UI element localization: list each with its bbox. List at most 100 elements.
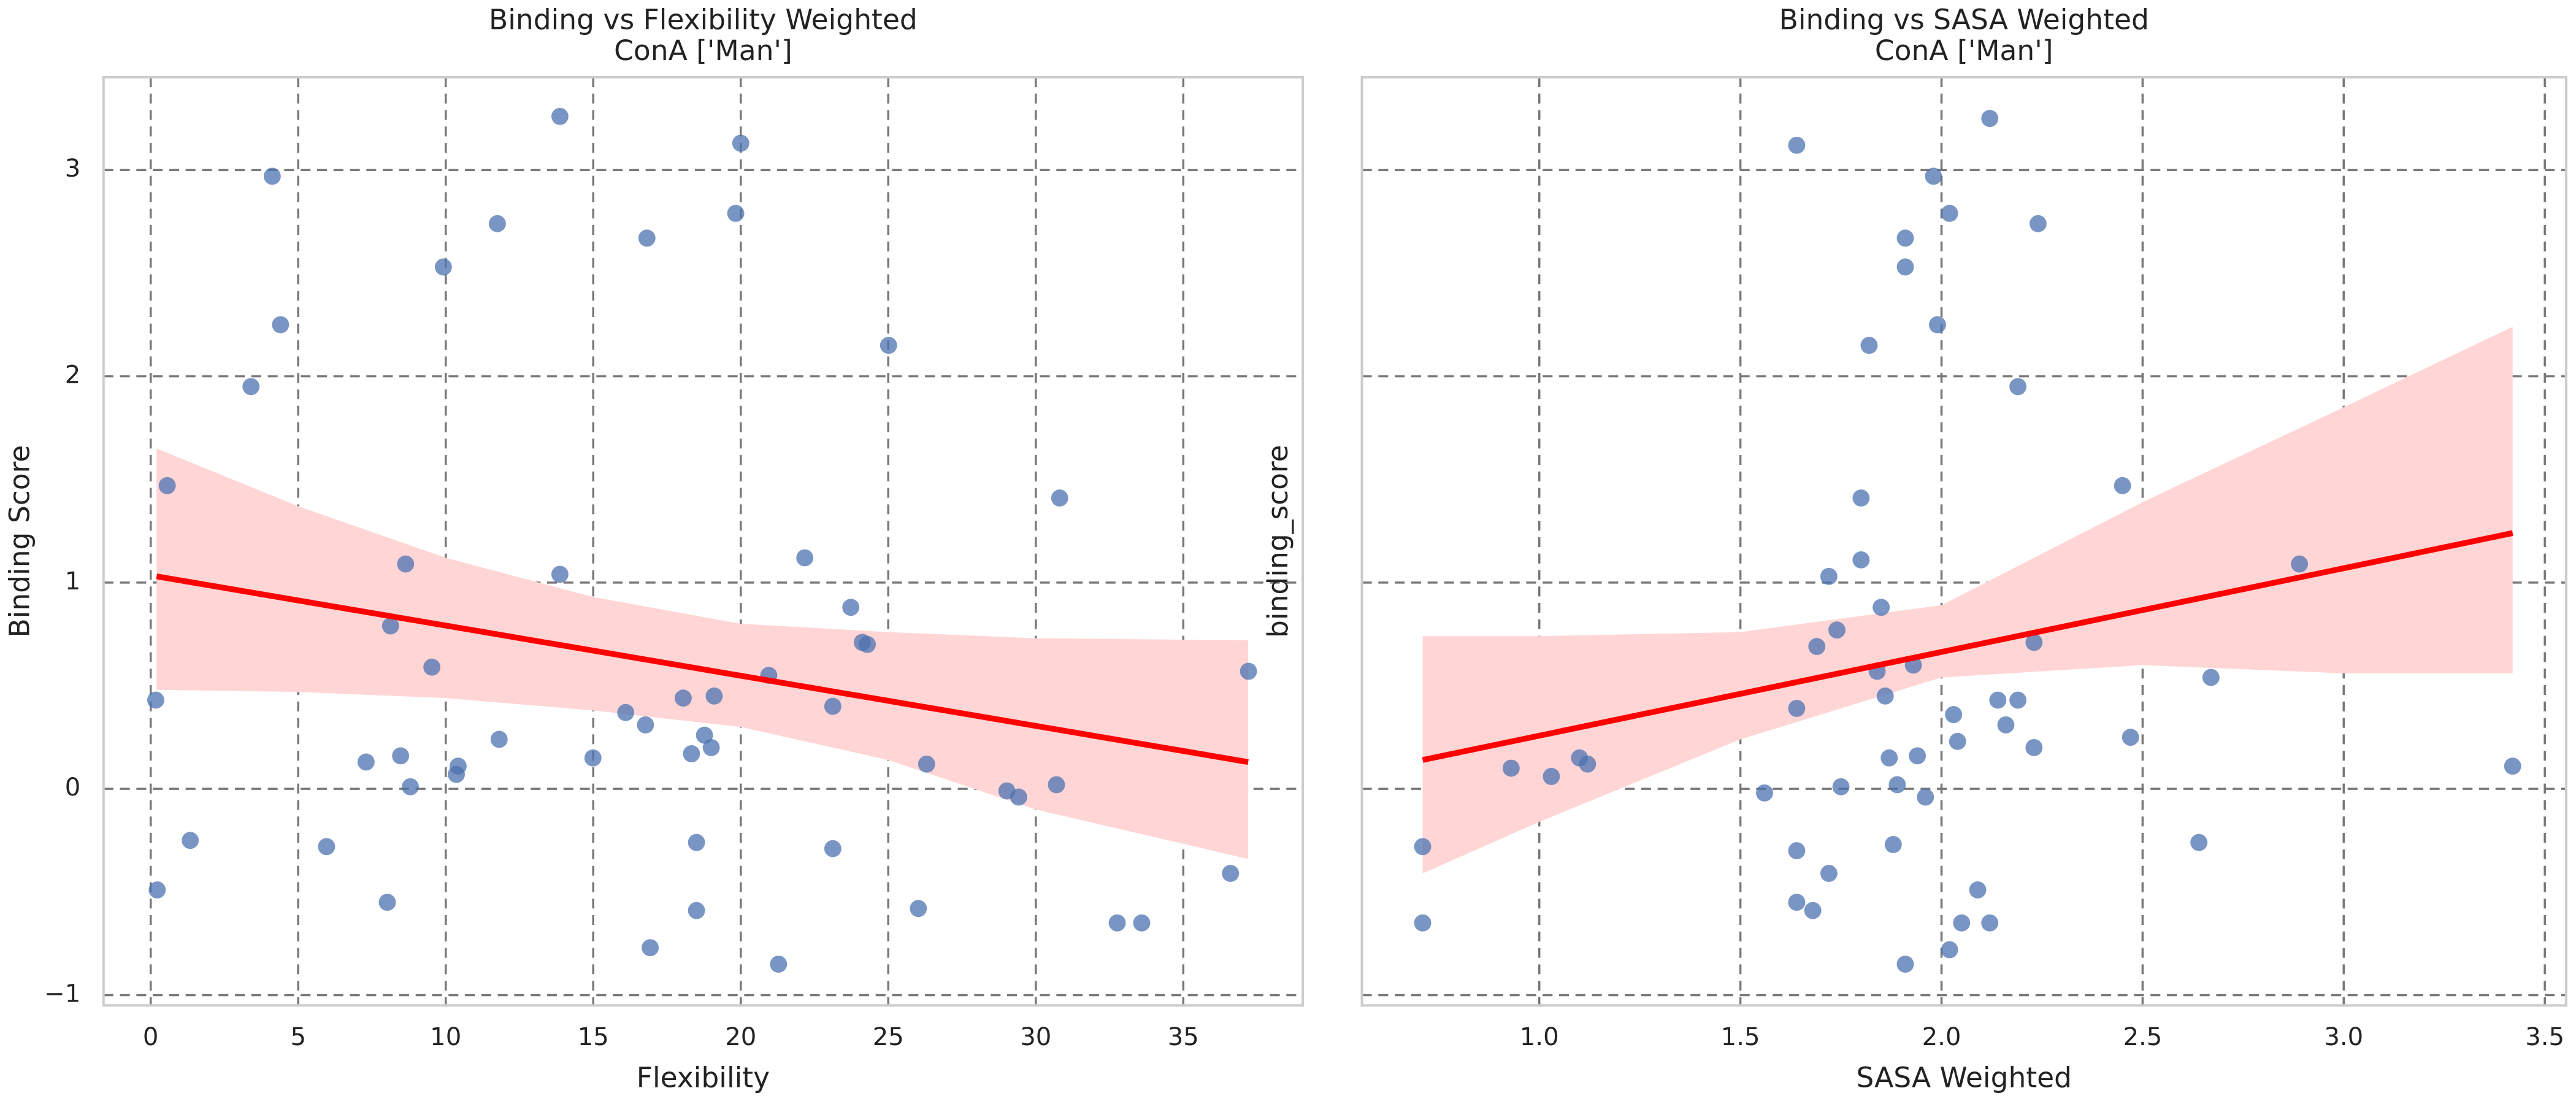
point	[1051, 489, 1068, 507]
point	[688, 902, 705, 919]
point	[2025, 738, 2043, 756]
confidence-band	[1422, 326, 2513, 874]
point	[1949, 732, 1966, 750]
point	[675, 689, 692, 707]
point	[1788, 136, 1806, 154]
point	[2504, 757, 2521, 775]
point	[1953, 914, 1971, 932]
point	[880, 337, 897, 355]
y-tick-label: 3	[65, 155, 81, 183]
point	[381, 617, 399, 635]
point	[918, 755, 935, 773]
point	[859, 635, 876, 653]
point	[490, 730, 508, 748]
x-tick-label: 2.5	[2123, 1023, 2162, 1051]
axes-frame	[1360, 75, 2567, 1007]
point	[551, 565, 569, 583]
point	[1969, 881, 1987, 899]
point	[551, 107, 569, 125]
point	[824, 697, 841, 715]
point	[1925, 167, 1942, 185]
y-tick-label: −1	[44, 979, 80, 1008]
point	[732, 134, 749, 152]
point	[2291, 555, 2309, 573]
point	[1896, 258, 1914, 276]
x-axis-label: Flexibility	[637, 1061, 770, 1094]
point	[1502, 759, 1520, 777]
point	[1414, 838, 1432, 856]
y-tick-label: 0	[65, 773, 81, 802]
point	[584, 749, 602, 767]
chart-title: ConA ['Man']	[614, 34, 792, 67]
point	[1820, 865, 1838, 882]
point	[2009, 691, 2027, 709]
y-tick-label: 1	[65, 567, 81, 596]
x-tick-label: 20	[725, 1023, 756, 1051]
point	[2029, 215, 2047, 232]
point	[397, 555, 415, 573]
point	[1543, 768, 1560, 785]
point	[1917, 788, 1934, 806]
chart-title: Binding vs SASA Weighted	[1779, 3, 2149, 36]
point	[357, 753, 375, 771]
point	[148, 881, 166, 899]
point	[1108, 914, 1126, 932]
point	[770, 956, 788, 973]
point	[1240, 662, 1257, 680]
point	[1820, 567, 1838, 585]
point	[727, 204, 745, 222]
regression-line	[156, 573, 1249, 765]
point	[242, 378, 260, 396]
x-tick-label: 5	[290, 1023, 306, 1051]
point	[1981, 110, 1999, 128]
point	[1756, 784, 1773, 802]
point	[378, 894, 396, 911]
point	[2122, 729, 2139, 746]
point	[1896, 956, 1914, 973]
point	[2009, 378, 2027, 396]
point	[402, 778, 419, 795]
point	[2190, 834, 2208, 851]
point	[2025, 634, 2043, 651]
point	[1010, 788, 1027, 806]
point	[1981, 914, 1999, 932]
point	[1860, 337, 1878, 355]
x-tick-label: 15	[578, 1023, 609, 1051]
point	[1896, 229, 1914, 247]
point	[263, 167, 281, 185]
point	[2202, 669, 2220, 686]
point	[1808, 638, 1826, 656]
point	[842, 599, 860, 616]
chart-title: Binding vs Flexibility Weighted	[489, 3, 918, 36]
point	[1880, 749, 1898, 767]
x-tick-label: 3.5	[2525, 1023, 2564, 1051]
point	[1804, 902, 1822, 919]
x-tick-label: 30	[1020, 1023, 1051, 1051]
x-tick-label: 2.0	[1922, 1023, 1961, 1051]
x-tick-label: 1.0	[1520, 1023, 1559, 1051]
point	[683, 745, 700, 762]
point	[1788, 842, 1806, 859]
point	[688, 834, 705, 851]
point	[796, 549, 814, 567]
point	[1828, 621, 1846, 639]
point	[637, 716, 654, 734]
point	[392, 747, 410, 765]
point	[1852, 551, 1870, 569]
chart-title: ConA ['Man']	[1875, 34, 2053, 67]
y-axis-label: Binding Score	[3, 445, 36, 638]
point	[1579, 755, 1597, 773]
x-tick-label: 25	[873, 1023, 904, 1051]
point	[1997, 716, 2015, 734]
regression-line	[1422, 530, 2513, 763]
point	[1989, 691, 2007, 709]
confidence-band	[156, 448, 1249, 859]
point	[705, 687, 723, 705]
point	[1929, 316, 1946, 334]
y-axis-label: binding_score	[1262, 445, 1294, 638]
point	[318, 838, 335, 856]
point	[824, 840, 841, 857]
point	[1945, 706, 1963, 724]
